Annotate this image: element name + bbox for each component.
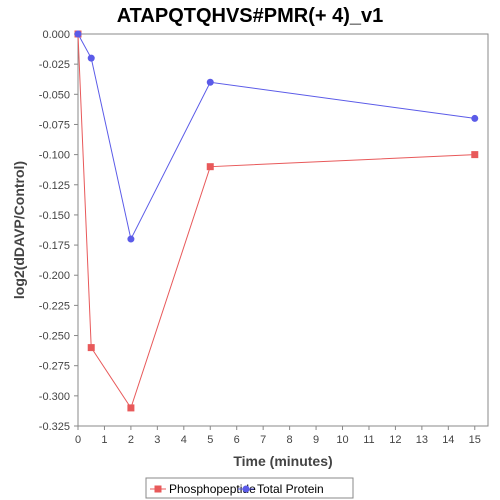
data-point-phosphopeptide <box>87 344 95 352</box>
series-layer <box>74 30 479 412</box>
y-tick-label: -0.325 <box>39 421 70 433</box>
data-point-total-protein <box>127 235 135 243</box>
chart-title: ATAPQTQHVS#PMR(+ 4)_v1 <box>117 5 384 27</box>
x-tick-label: 5 <box>207 434 213 446</box>
x-tick-label: 8 <box>287 434 293 446</box>
y-axis-title: log2(dDAVP/Control) <box>11 161 27 299</box>
x-tick-label: 15 <box>469 434 481 446</box>
data-point-phosphopeptide <box>127 404 135 412</box>
data-point-total-protein <box>74 30 82 38</box>
x-axis-title: Time (minutes) <box>233 453 332 469</box>
x-tick-label: 2 <box>128 434 134 446</box>
y-tick-label: -0.225 <box>39 300 70 312</box>
legend-box <box>145 477 354 499</box>
x-tick-label: 7 <box>260 434 266 446</box>
y-tick-label: -0.150 <box>39 210 70 222</box>
y-tick-label: -0.250 <box>39 331 70 343</box>
y-tick-label: -0.200 <box>39 270 70 282</box>
x-tick-label: 14 <box>442 434 454 446</box>
data-point-total-protein <box>87 54 95 62</box>
y-tick-label: -0.025 <box>39 59 70 71</box>
legend-marker-total-protein <box>242 485 250 493</box>
x-tick-label: 12 <box>389 434 401 446</box>
y-tick-label: -0.300 <box>39 391 70 403</box>
data-point-phosphopeptide <box>206 163 214 171</box>
legend-label-total-protein: Total Protein <box>257 482 324 496</box>
data-point-total-protein <box>471 114 479 122</box>
x-axis: 0 1 2 3 4 5 6 7 8 9 10 11 12 13 14 15 <box>75 426 481 446</box>
y-tick-label: -0.050 <box>39 89 70 101</box>
x-tick-label: 3 <box>154 434 160 446</box>
y-tick-label: -0.125 <box>39 180 70 192</box>
plot-area <box>77 33 489 427</box>
y-tick-label: -0.075 <box>39 119 70 131</box>
y-tick-label: 0.000 <box>42 29 70 41</box>
y-tick-label: -0.100 <box>39 150 70 162</box>
y-tick-label: -0.275 <box>39 361 70 373</box>
x-tick-label: 0 <box>75 434 81 446</box>
x-tick-label: 11 <box>363 434 374 446</box>
legend-label-phosphopeptide: Phosphopeptide <box>169 482 256 496</box>
x-tick-label: 6 <box>234 434 240 446</box>
x-tick-label: 4 <box>181 434 187 446</box>
x-tick-label: 10 <box>336 434 348 446</box>
data-point-phosphopeptide <box>471 151 479 159</box>
legend: Phosphopeptide Total Protein <box>145 477 354 499</box>
y-tick-label: -0.175 <box>39 240 70 252</box>
x-tick-label: 9 <box>313 434 319 446</box>
x-tick-label: 13 <box>416 434 428 446</box>
x-tick-label: 1 <box>101 434 107 446</box>
legend-marker-phosphopeptide <box>154 485 162 493</box>
y-axis: 0.000 -0.025 -0.050 -0.075 -0.100 -0.125 -0.15… <box>39 29 78 433</box>
data-point-total-protein <box>206 78 214 86</box>
